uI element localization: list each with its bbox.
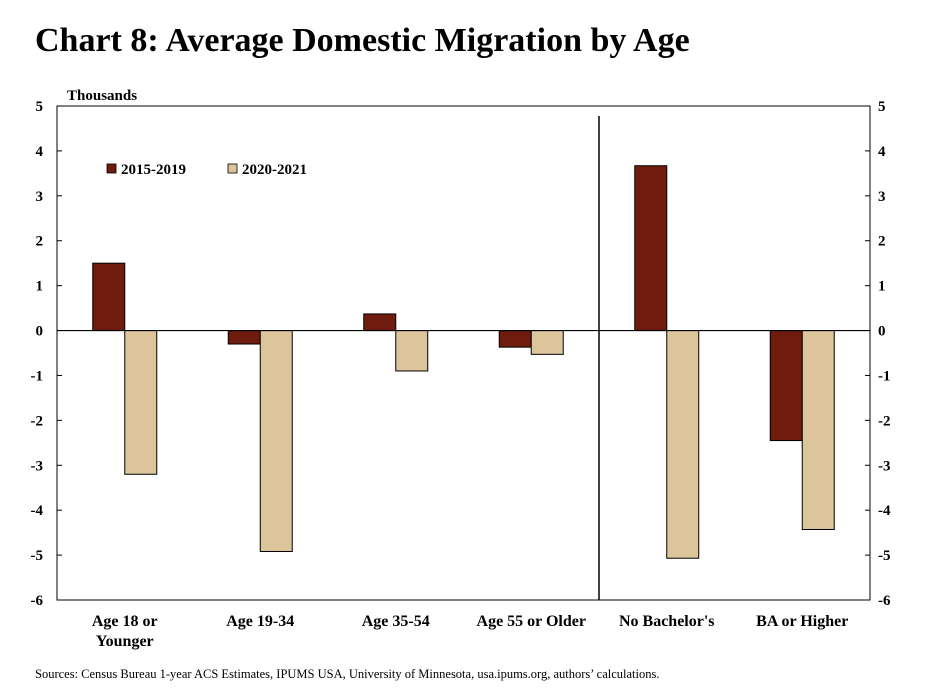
y-tick-label-left: 3: [36, 189, 44, 205]
y-tick-label-right: -3: [878, 458, 891, 474]
bar-2015-2019: [634, 165, 668, 332]
y-tick-label-left: 5: [36, 99, 44, 115]
y-tick-label-right: 4: [878, 144, 886, 160]
y-tick-label-right: 2: [878, 234, 886, 250]
legend-swatch-2020-2021: [227, 163, 238, 174]
source-note: Sources: Census Bureau 1-year ACS Estima…: [35, 667, 660, 681]
y-tick-label-right: -5: [878, 548, 891, 564]
bar-2015-2019: [769, 330, 803, 442]
y-tick-label-right: 5: [878, 99, 886, 115]
x-category-label: Age 55 or Older: [477, 613, 586, 630]
x-category-label: Age 35-54: [362, 613, 430, 630]
y-tick-label-left: -6: [31, 593, 44, 609]
bar-2020-2021: [395, 330, 429, 372]
y-tick-label-left: 2: [36, 234, 44, 250]
y-tick-label-left: -5: [31, 548, 44, 564]
bar-2020-2021: [530, 330, 564, 355]
bar-2015-2019: [498, 330, 532, 348]
y-tick-label-right: -4: [878, 503, 891, 519]
bar-2020-2021: [124, 330, 158, 475]
x-category-label: Younger: [96, 633, 154, 650]
bar-2020-2021: [801, 330, 835, 530]
y-tick-label-left: 4: [36, 144, 44, 160]
y-tick-label-left: 1: [36, 279, 44, 295]
y-tick-label-left: -3: [31, 458, 44, 474]
plot-frame: [56, 105, 871, 601]
x-category-label: BA or Higher: [756, 613, 848, 630]
bar-2015-2019: [363, 313, 397, 332]
y-tick-label-right: -6: [878, 593, 891, 609]
legend-label: 2015-2019: [121, 162, 186, 178]
y-tick-label-right: 3: [878, 189, 886, 205]
chart-title: Chart 8: Average Domestic Migration by A…: [35, 22, 690, 59]
y-tick-label-left: -2: [31, 413, 44, 429]
y-tick-label-left: -4: [31, 503, 44, 519]
y-tick-label-right: 1: [878, 279, 886, 295]
y-tick-label-right: 0: [878, 324, 886, 340]
bar-2020-2021: [259, 330, 293, 552]
y-tick-label-left: -1: [31, 368, 44, 384]
x-category-label: Age 19-34: [226, 613, 294, 630]
y-unit-label: Thousands: [67, 88, 137, 104]
y-tick-label-left: 0: [36, 324, 44, 340]
bar-2020-2021: [666, 330, 700, 559]
legend-swatch-2015-2019: [106, 163, 117, 174]
x-category-label: Age 18 or: [92, 613, 158, 630]
x-category-label: No Bachelor's: [619, 613, 715, 630]
y-tick-label-right: -2: [878, 413, 891, 429]
bar-2015-2019: [227, 330, 261, 345]
legend-label: 2020-2021: [242, 162, 307, 178]
y-tick-label-right: -1: [878, 368, 891, 384]
bar-2015-2019: [92, 262, 126, 332]
